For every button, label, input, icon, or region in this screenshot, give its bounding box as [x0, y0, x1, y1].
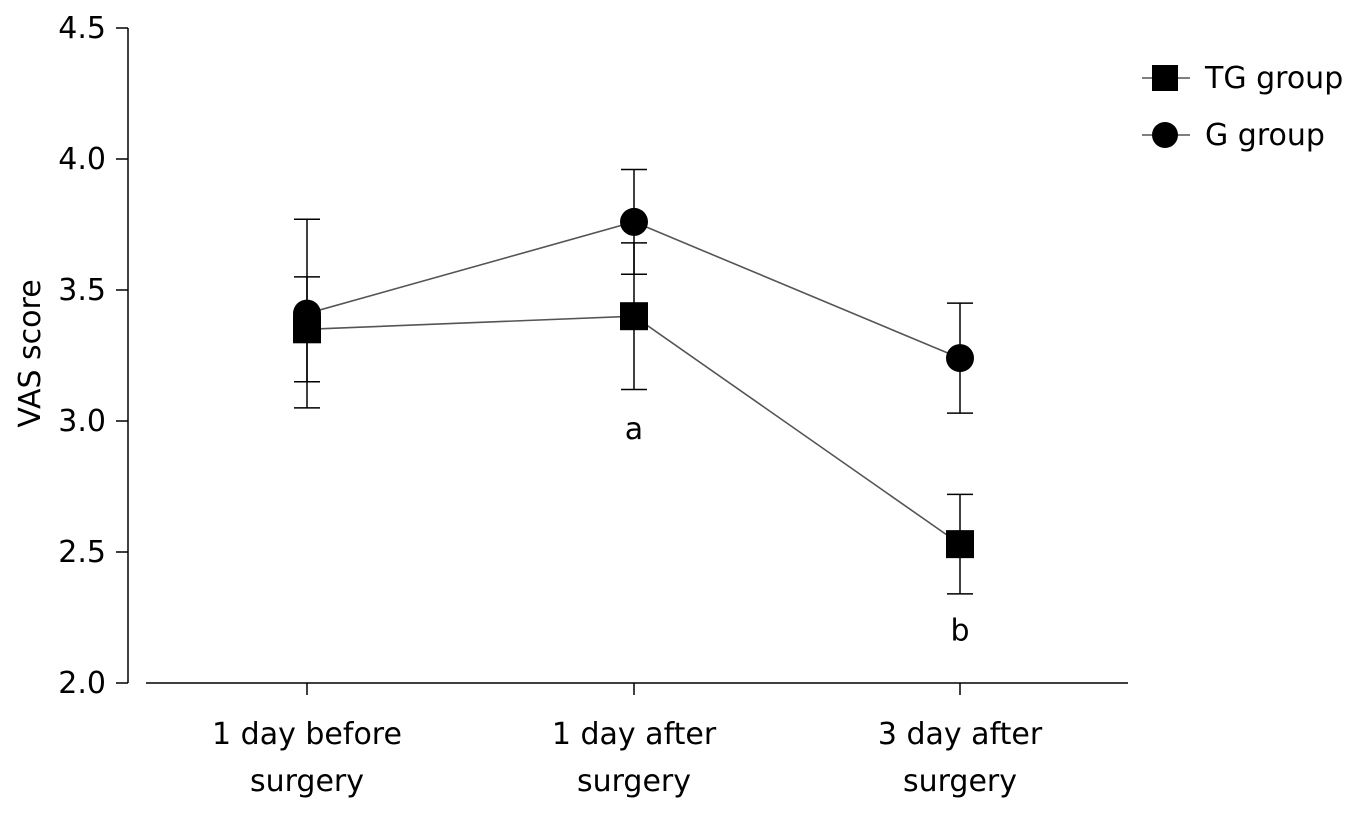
x-tick-label: 1 day after surgery — [552, 717, 717, 799]
legend: TG group G group — [1142, 61, 1343, 153]
significance-label: a — [625, 412, 643, 447]
significance-label: b — [950, 614, 969, 649]
data-point-circle — [293, 299, 321, 328]
legend-label: TG group — [1204, 61, 1343, 96]
y-tick-label: 2.0 — [58, 666, 106, 701]
y-tick-label: 3.5 — [58, 273, 106, 308]
data-point-square — [620, 302, 648, 331]
axes: 2.0 2.5 3.0 3.5 4.0 4.5 VAS score 1 day before s… — [13, 11, 1128, 799]
legend-label: G group — [1205, 118, 1325, 153]
legend-marker-square — [1152, 65, 1178, 91]
y-tick-label: 4.5 — [58, 11, 106, 46]
data-point-square — [946, 530, 974, 559]
annotations: ab — [625, 412, 970, 649]
x-tick-label: 3 day after surgery — [878, 717, 1043, 799]
y-tick-label: 3.0 — [58, 404, 106, 439]
x-tick-label: 1 day before surgery — [212, 717, 402, 799]
y-tick-label: 2.5 — [58, 535, 106, 570]
y-axis-title: VAS score — [13, 279, 48, 427]
data-point-circle — [946, 344, 974, 373]
series-markers — [293, 207, 974, 559]
data-point-circle — [620, 207, 648, 236]
legend-marker-circle — [1152, 122, 1178, 148]
y-tick-label: 4.0 — [58, 142, 106, 177]
